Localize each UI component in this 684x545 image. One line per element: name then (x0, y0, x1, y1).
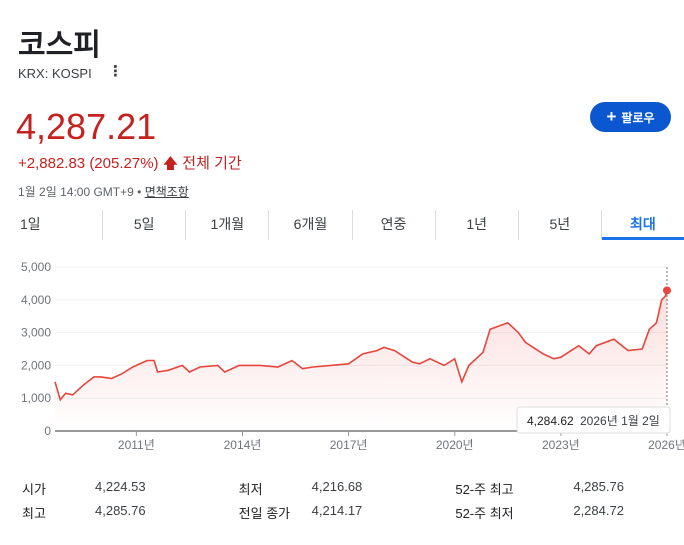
stat-label: 시가 (22, 481, 46, 497)
follow-label: 팔로우 (621, 110, 655, 125)
x-tick-label: 2026년 (648, 438, 684, 452)
ticker-symbol: KRX: KOSPI (18, 66, 92, 81)
stats-table: 시가 4,224.53 최저 4,216.68 52-주 최고 4,285.76 최고 4,2… (22, 476, 672, 524)
more-vert-icon[interactable]: ⋮ (108, 63, 123, 80)
range-tabs: 1일 5일 1개월 6개월 연중 1년 5년 최대 (14, 210, 684, 240)
timestamp: 1월 2일 14:00 GMT+9 • 면책조항 (18, 183, 189, 200)
stat-value: 2,284.72 (573, 502, 624, 518)
price-change: +2,882.83 (205.27%) 🡅 전체 기간 (18, 152, 242, 178)
stats-row: 최고 4,285.76 전일 종가 4,214.17 52-주 최저 2,284.72 (22, 500, 672, 524)
y-tick-label: 4,000 (21, 293, 51, 307)
stat-value: 4,214.17 (311, 502, 363, 518)
x-tick-label: 2017년 (330, 438, 368, 452)
price-line (54, 290, 668, 402)
follow-button[interactable]: + 팔로우 (590, 102, 671, 132)
y-tick-label: 5,000 (21, 260, 51, 274)
x-tick-label: 2023년 (542, 438, 580, 452)
stat-label: 최저 (238, 481, 263, 497)
price-area (55, 290, 667, 431)
tab-1y[interactable]: 1년 (436, 210, 519, 240)
timestamp-text: 1월 2일 14:00 GMT+9 • (18, 185, 142, 199)
stat-label: 전일 종가 (238, 505, 291, 521)
stat-cell: 전일 종가 4,214.17 (239, 503, 456, 522)
tab-5y[interactable]: 5년 (519, 210, 602, 240)
change-value: +2,882.83 (205.27%) (18, 155, 159, 172)
stat-value: 4,285.76 (573, 478, 624, 494)
stat-cell: 시가 4,224.53 (22, 479, 239, 498)
y-tick-label: 1,000 (21, 391, 51, 405)
y-tick-label: 0 (44, 424, 51, 438)
tooltip-date: 2026년 1월 2일 (580, 414, 660, 428)
disclaimer-link[interactable]: 면책조항 (144, 185, 189, 199)
stats-row: 시가 4,224.53 최저 4,216.68 52-주 최고 4,285.76 (22, 476, 672, 500)
x-tick-label: 2020년 (436, 438, 474, 452)
tab-5d[interactable]: 5일 (103, 210, 187, 240)
stat-cell: 52-주 최저 2,284.72 (455, 503, 672, 522)
tab-ytd[interactable]: 연중 (353, 210, 436, 240)
x-tick-label: 2014년 (224, 438, 262, 452)
last-point (663, 286, 671, 295)
tooltip: 4,284.62 2026년 1월 2일 (516, 406, 671, 434)
stat-value: 4,224.53 (95, 478, 146, 494)
price-chart[interactable]: 0 1,000 2,000 3,000 4,000 5,000 2011년 2014년 2017… (0, 250, 684, 460)
change-period: 전체 기간 (182, 155, 242, 172)
tab-1d[interactable]: 1일 (14, 210, 104, 240)
plus-icon: + (606, 107, 617, 126)
tab-6m[interactable]: 6개월 (269, 210, 353, 240)
stat-label: 52-주 최고 (455, 481, 514, 497)
stat-cell: 52-주 최고 4,285.76 (455, 479, 672, 498)
y-tick-label: 3,000 (21, 326, 51, 340)
stat-value: 4,216.68 (311, 478, 363, 494)
y-tick-label: 2,000 (21, 358, 51, 372)
stat-cell: 최저 4,216.68 (239, 479, 456, 498)
stat-label: 52-주 최저 (455, 505, 514, 521)
stat-value: 4,285.76 (95, 502, 146, 518)
tab-max[interactable]: 최대 (601, 210, 684, 240)
tooltip-value: 4,284.62 (527, 414, 574, 428)
page-title: 코스피 (18, 29, 101, 62)
arrow-up-icon: 🡅 (162, 155, 179, 172)
x-tick-label: 2011년 (118, 438, 155, 452)
stat-label: 최고 (22, 505, 46, 521)
tab-1m[interactable]: 1개월 (186, 210, 270, 240)
stat-cell: 최고 4,285.76 (22, 503, 239, 522)
current-price: 4,287.21 (16, 106, 157, 147)
